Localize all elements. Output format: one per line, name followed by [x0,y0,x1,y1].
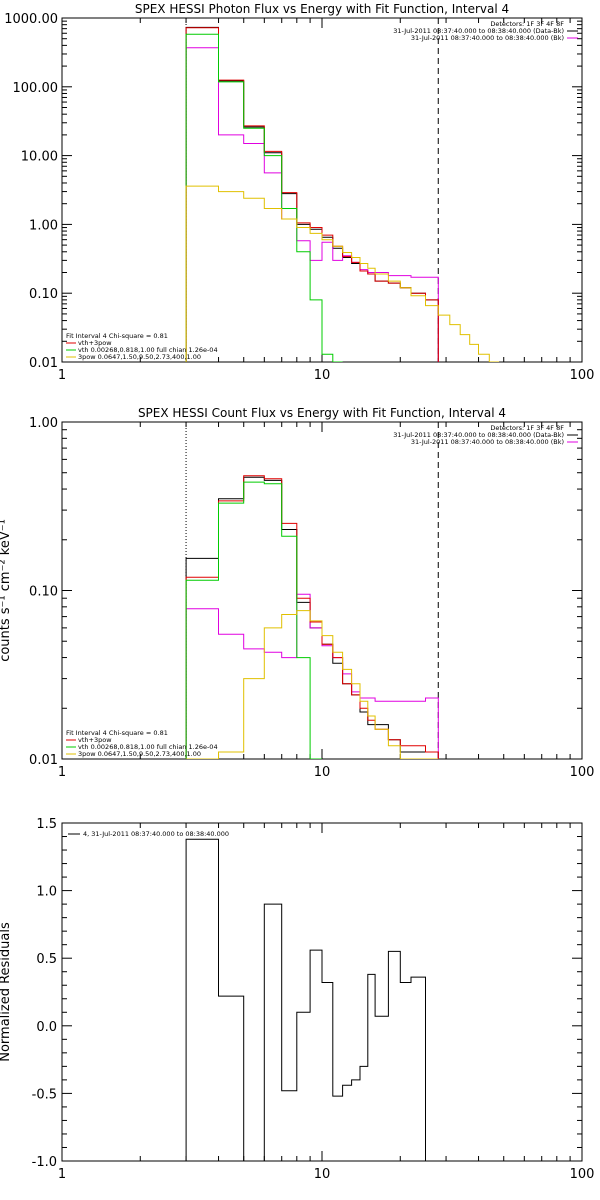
x-tick-label: 10 [314,368,331,383]
legend-entry: vth+3pow [78,736,112,744]
y-tick-label: 0.01 [29,356,58,371]
x-tick-label: 1 [58,1167,66,1182]
y-tick-label: 100.00 [13,81,59,96]
legend-entry: vth+3pow [78,339,112,347]
legend-entry: 31-Jul-2011 08:37:40.000 to 08:38:40.000… [393,431,564,439]
legend-entry: vth 0.00268,0.818,1.00 full chian 1.26e-… [78,346,218,354]
chart-title: SPEX HESSI Count Flux vs Energy with Fit… [138,406,506,420]
y-tick-label: 0.10 [29,287,58,302]
x-tick-label: 10 [314,765,331,780]
x-tick-label: 1 [58,765,66,780]
legend-entry: 31-Jul-2011 08:37:40.000 to 08:38:40.000… [393,27,564,35]
series-line-vth-3pow [185,27,439,362]
legend-entry: 3pow 0.0647,1.50,9.50,2.73,400,1.00 [78,353,201,361]
y-tick-label: -0.5 [32,1087,57,1102]
series-group [185,26,500,362]
chart-title: SPEX HESSI Photon Flux vs Energy with Fi… [135,2,509,16]
x-tick-label: 100 [570,368,595,383]
series-line-data-bk [185,26,439,362]
y-axis-label: Normalized Residuals [0,922,13,1062]
legend-entry: 3pow 0.0647,1.50,9.50,2.73,400,1.00 [78,750,201,758]
y-tick-label: 1.00 [29,416,58,431]
series-group [185,838,426,1161]
y-axis-label: counts s⁻¹ cm⁻² keV⁻¹ [0,519,13,662]
legend-entry: Fit Interval 4 Chi-square = 0.81 [66,332,168,340]
series-line-3pow [185,185,500,362]
series-line-vth-3pow [185,475,439,759]
y-tick-label: 1.0 [36,885,57,900]
x-tick-label: 1 [58,368,66,383]
x-tick-label: 100 [570,765,595,780]
chart-photon: SPEX HESSI Photon Flux vs Energy with Fi… [4,2,594,383]
y-tick-label: 10.00 [21,150,58,165]
y-tick-label: 1.00 [29,218,58,233]
legend-entry: vth 0.00268,0.818,1.00 full chian 1.26e-… [78,743,218,751]
series-line-data-bk [185,476,439,759]
x-tick-label: 10 [314,1167,331,1182]
plot-frame [61,822,583,1162]
series-line-3pow [186,610,439,759]
chart-count: SPEX HESSI Count Flux vs Energy with Fit… [0,406,594,780]
y-tick-label: 0.0 [36,1020,57,1035]
y-tick-label: 1.5 [36,817,57,832]
series-line-bk [185,47,439,362]
y-tick-label: 1000.00 [4,12,58,27]
y-tick-label: 0.10 [29,585,58,600]
x-tick-label: 100 [570,1167,595,1182]
chart-resid: 1 10 100 -1.0 -0.5 0.0 0.5 1.0 1.5 Normalized Res… [0,817,594,1182]
y-tick-label: 0.01 [29,753,58,768]
series-line-bk [185,593,439,759]
legend-entry: 4, 31-Jul-2011 08:37:40.000 to 08:38:40.… [83,830,229,838]
plot-frame [61,421,583,760]
series-line-residuals [185,838,426,1161]
legend-entry: Detectors: 1F 3F 4F 8F [490,20,564,28]
series-group [185,475,439,759]
legend-entry: Fit Interval 4 Chi-square = 0.81 [66,729,168,737]
legend-entry: Detectors: 1F 3F 4F 8F [490,424,564,432]
series-line-vth [185,481,322,759]
y-tick-label: -1.0 [32,1155,57,1170]
legend-entry: 31-Jul-2011 08:37:40.000 to 08:38:40.000… [411,438,564,446]
legend-entry: 31-Jul-2011 08:37:40.000 to 08:38:40.000… [411,34,564,42]
y-tick-label: 0.5 [36,952,57,967]
